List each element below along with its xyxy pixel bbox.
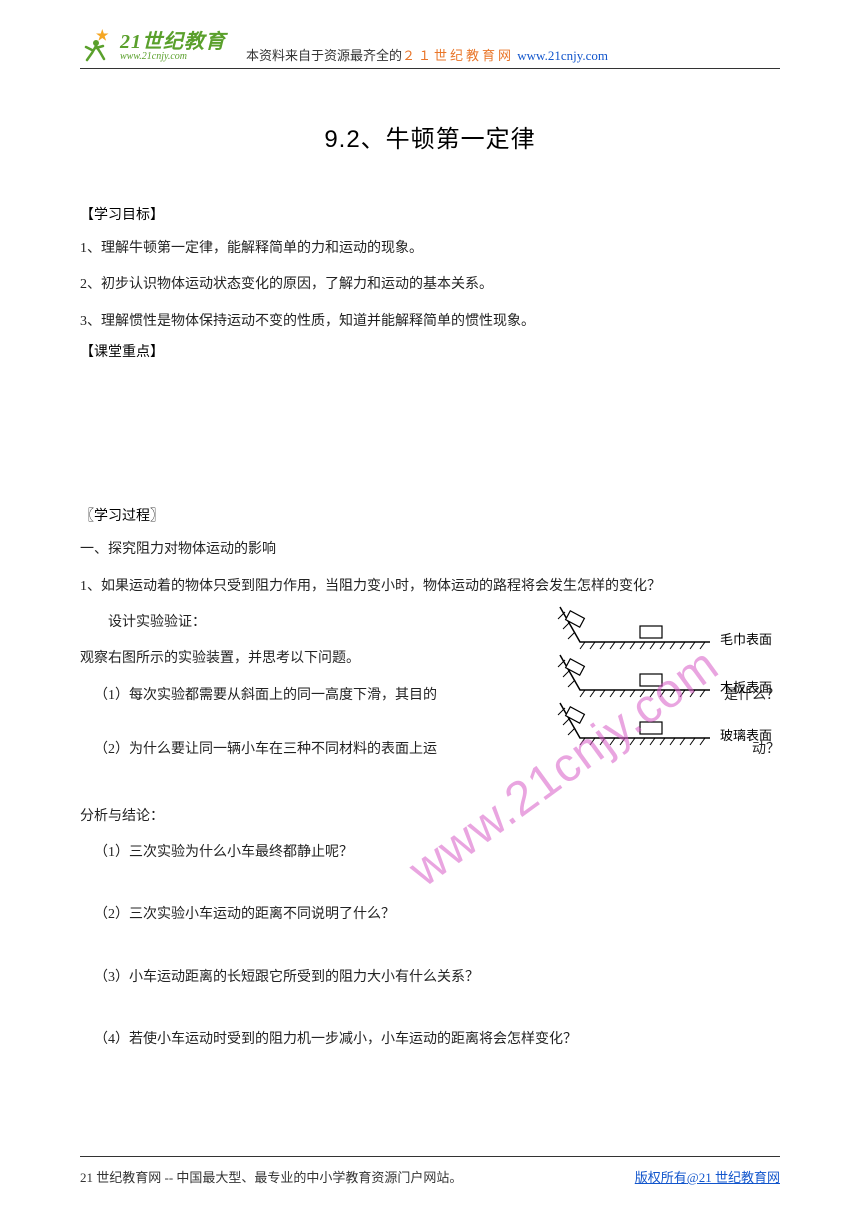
- goal-item: 1、理解牛顿第一定律，能解释简单的力和运动的现象。: [80, 238, 780, 260]
- figure-label: 毛巾表面: [720, 632, 772, 647]
- experiment-block: 毛巾表面 木板表面: [80, 612, 780, 762]
- footer-left: 21 世纪教育网 -- 中国最大型、最专业的中小学教育资源门户网站。: [80, 1167, 462, 1186]
- figure-label: 玻璃表面: [720, 728, 772, 743]
- analysis-item: （4）若使小车运动时受到的阻力机一步减小，小车运动的距离将会怎样变化？: [80, 1029, 780, 1051]
- question-1: 1、如果运动着的物体只受到阻力作用，当阻力变小时，物体运动的路程将会发生怎样的变…: [80, 576, 780, 598]
- header-note-link[interactable]: www.21cnjy.com: [517, 48, 608, 63]
- goal-item: 3、理解惯性是物体保持运动不变的性质，知道并能解释简单的惯性现象。: [80, 311, 780, 333]
- header-note-brand: ２１世纪教育网: [402, 48, 514, 63]
- goal-item: 2、初步认识物体运动状态变化的原因，了解力和运动的基本关系。: [80, 274, 780, 296]
- analysis-item: （2）三次实验小车运动的距离不同说明了什么？: [80, 904, 780, 926]
- header-note-prefix: 本资料来自于资源最齐全的: [246, 48, 402, 63]
- logo-text-url: www.21cnjy.com: [120, 52, 226, 62]
- header-source-note: 本资料来自于资源最齐全的２１世纪教育网 www.21cnjy.com: [246, 45, 608, 64]
- ramp-surfaces-figure: 毛巾表面 木板表面: [550, 602, 780, 752]
- footer-site-link[interactable]: @21 世纪教育网: [687, 1170, 780, 1185]
- sub-q1-left: （1）每次实验都需要从斜面上的同一高度下滑，其目的: [94, 685, 437, 707]
- section-process-tag: 〖学习过程〗: [80, 505, 780, 525]
- sub-q2-left: （2）为什么要让同一辆小车在三种不同材料的表面上运: [94, 739, 437, 761]
- document-title: 9.2、牛顿第一定律: [80, 119, 780, 154]
- page-footer: 21 世纪教育网 -- 中国最大型、最专业的中小学教育资源门户网站。 版权所有@…: [80, 1156, 780, 1186]
- logo-text-cn: 21世纪教育: [120, 32, 226, 52]
- site-logo: ★ 21世纪教育 www.21cnjy.com: [80, 30, 226, 64]
- analysis-tag: 分析与结论：: [80, 806, 780, 828]
- analysis-item: （1）三次实验为什么小车最终都静止呢？: [80, 842, 780, 864]
- section-keypoint-tag: 【课堂重点】: [80, 341, 780, 361]
- figure-label: 木板表面: [720, 680, 772, 695]
- explore-title: 一、探究阻力对物体运动的影响: [80, 539, 780, 561]
- page-header: ★ 21世纪教育 www.21cnjy.com 本资料来自于资源最齐全的２１世纪…: [80, 30, 780, 69]
- footer-copyright[interactable]: 版权所有: [635, 1170, 687, 1185]
- section-goal-tag: 【学习目标】: [80, 204, 780, 224]
- logo-runner-icon: ★: [80, 30, 114, 64]
- footer-right: 版权所有@21 世纪教育网: [635, 1167, 780, 1186]
- analysis-item: （3）小车运动距离的长短跟它所受到的阻力大小有什么关系？: [80, 967, 780, 989]
